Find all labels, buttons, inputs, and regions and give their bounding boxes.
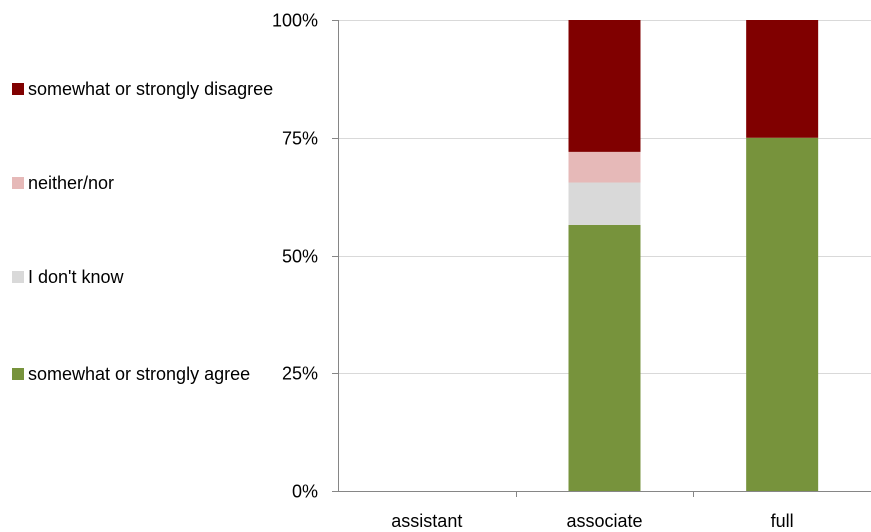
bar-associate-series-3 [568, 20, 641, 152]
legend-label-disagree: somewhat or strongly disagree [28, 79, 274, 99]
legend-item-agree: somewhat or strongly agree [12, 362, 274, 386]
legend-label-agree: somewhat or strongly agree [28, 364, 251, 384]
bar-full-series-3 [746, 20, 819, 138]
bar-associate-series-1 [568, 182, 641, 225]
y-tick-label: 75% [282, 129, 318, 149]
legend-label-dont-know: I don't know [28, 267, 124, 287]
y-tick-label: 100% [272, 11, 318, 31]
bar-full-series-0 [746, 137, 819, 491]
bar-associate-series-0 [568, 224, 641, 491]
x-tick-label: full [771, 511, 794, 531]
bar-associate-series-2 [568, 151, 641, 183]
y-tick-label: 25% [282, 364, 318, 384]
x-tick-label: assistant [391, 511, 462, 531]
y-tick-label: 0% [292, 482, 318, 502]
legend: somewhat or strongly disagree neither/no… [12, 0, 274, 532]
legend-swatch-dont-know [12, 271, 24, 283]
y-tick-label: 50% [282, 247, 318, 267]
legend-item-neither: neither/nor [12, 171, 274, 195]
x-tick-label: associate [566, 511, 642, 531]
legend-swatch-agree [12, 368, 24, 380]
legend-label-neither: neither/nor [28, 173, 115, 193]
legend-item-dont-know: I don't know [12, 265, 274, 289]
legend-swatch-disagree [12, 83, 24, 95]
legend-item-disagree: somewhat or strongly disagree [12, 77, 274, 101]
legend-swatch-neither [12, 177, 24, 189]
